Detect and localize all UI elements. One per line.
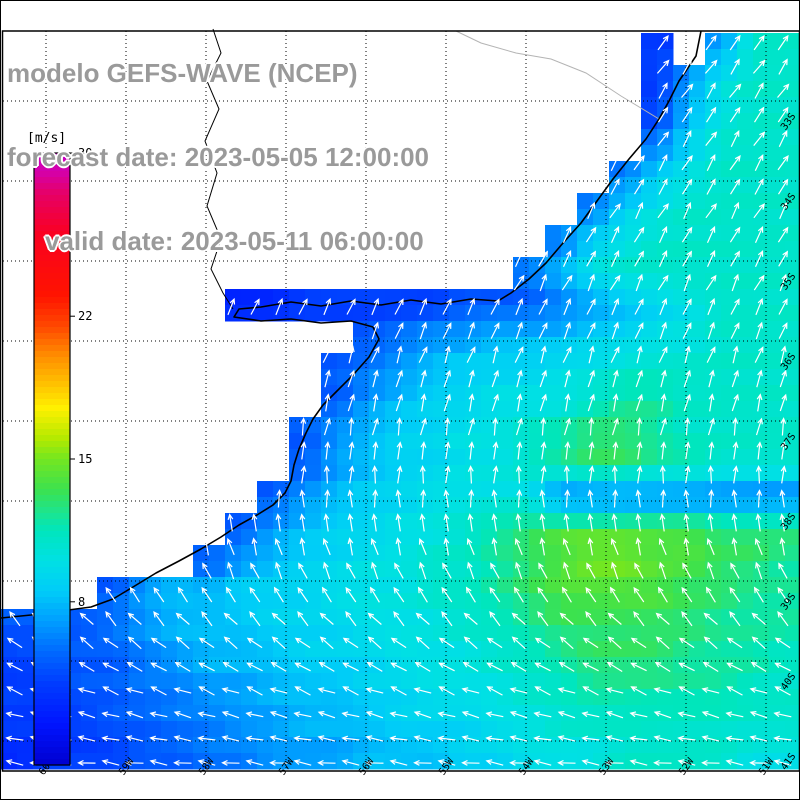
wave-speed-cells (1, 33, 799, 770)
country-border-line (455, 30, 660, 120)
colorbar-tick-label: 15 (78, 452, 92, 466)
graticule (3, 31, 799, 771)
title-forecast-date: forecast date: 2023-05-05 12:00:00 (7, 142, 430, 172)
coastline (1, 30, 702, 619)
map-frame (1, 30, 799, 772)
title-valid-date: valid date: 2023-05-11 06:00:00 (45, 226, 424, 256)
colorbar: [m/s] 30 22 15 8 (27, 131, 92, 766)
river-line (204, 28, 234, 310)
colorbar-tick-label: 22 (78, 309, 92, 323)
colorbar-tick-label: 30 (78, 146, 92, 160)
header: modelo GEFS-WAVE (NCEP) forecast date: 2… (7, 3, 429, 311)
colorbar-units-label: [m/s] (27, 131, 66, 146)
colorbar-tick-label: 8 (78, 595, 85, 609)
title-model: modelo GEFS-WAVE (NCEP) (7, 58, 358, 88)
coastline-layer (1, 28, 702, 619)
